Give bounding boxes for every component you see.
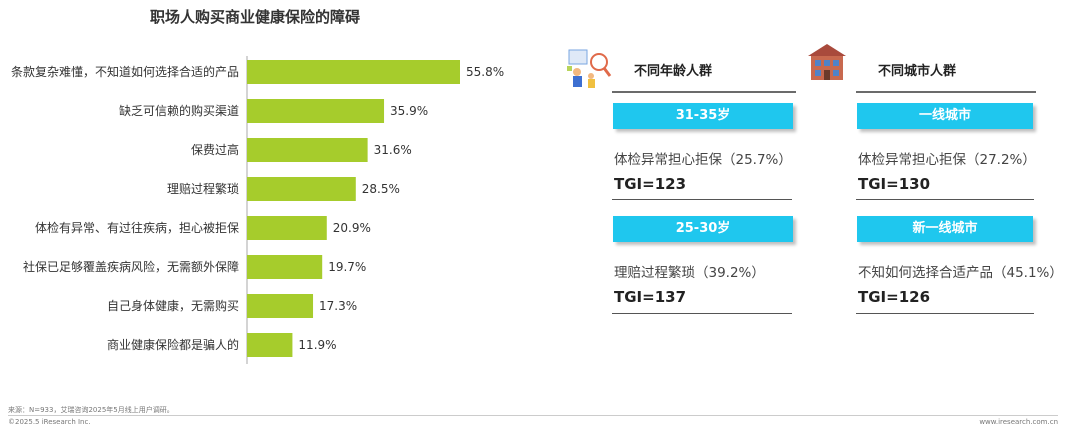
value-label-5: 19.7% <box>328 260 366 274</box>
city-badge-tier1: 一线城市 <box>857 103 1033 129</box>
value-label-2: 31.6% <box>374 143 412 157</box>
bar-1 <box>247 99 385 123</box>
city-tgi-new-tier1: TGI=126 <box>858 288 931 306</box>
category-label-3: 理赔过程繁琐 <box>167 181 239 196</box>
age-badge-25-30: 25-30岁 <box>613 216 793 242</box>
value-label-0: 55.8% <box>466 65 504 79</box>
city-divider-1 <box>856 199 1034 200</box>
city-divider-2 <box>856 313 1034 314</box>
city-heading-underline <box>856 91 1036 93</box>
age-section-heading: 不同年龄人群 <box>634 64 713 79</box>
value-label-1: 35.9% <box>390 104 428 118</box>
city-tgi-tier1: TGI=130 <box>858 175 931 193</box>
category-label-4: 体检有异常、有过往疾病，担心被拒保 <box>35 220 239 235</box>
footer-source: 来源：N=933，艾瑞咨询2025年5月线上用户调研。 <box>8 406 174 414</box>
bar-2 <box>247 138 368 162</box>
age-tgi-25-30: TGI=137 <box>614 288 687 306</box>
age-heading-underline <box>612 91 796 93</box>
age-stat-31-35: 体检异常担心拒保（25.7%） <box>614 152 792 168</box>
category-label-1: 缺乏可信赖的购买渠道 <box>119 103 239 118</box>
value-label-6: 17.3% <box>319 299 357 313</box>
age-badge-31-35: 31-35岁 <box>613 103 793 129</box>
category-label-6: 自己身体健康，无需购买 <box>107 298 239 313</box>
footer-divider <box>8 415 1058 416</box>
value-label-4: 20.9% <box>333 221 371 235</box>
age-divider-2 <box>612 313 792 314</box>
category-label-2: 保费过高 <box>191 142 239 157</box>
bar-chart: 条款复杂难懂，不知道如何选择合适的产品 55.8% 缺乏可信赖的购买渠道 35.9% 保… <box>11 56 504 364</box>
city-stat-tier1: 体检异常担心拒保（27.2%） <box>858 152 1036 168</box>
city-section-heading: 不同城市人群 <box>878 64 957 79</box>
footer-copyright: ©2025.5 iResearch Inc. <box>8 418 91 426</box>
category-label-5: 社保已足够覆盖疾病风险，无需额外保障 <box>23 259 239 274</box>
footer-url: www.iresearch.com.cn <box>979 418 1058 426</box>
bar-3 <box>247 177 356 201</box>
city-stat-new-tier1: 不知如何选择合适产品（45.1%） <box>858 265 1063 281</box>
chart-title: 职场人购买商业健康保险的障碍 <box>150 8 361 26</box>
bar-7 <box>247 333 293 357</box>
category-label-7: 商业健康保险都是骗人的 <box>107 337 239 352</box>
value-label-7: 11.9% <box>298 338 336 352</box>
bar-5 <box>247 255 323 279</box>
building-icon <box>808 44 846 80</box>
age-tgi-31-35: TGI=123 <box>614 175 687 193</box>
value-label-3: 28.5% <box>362 182 400 196</box>
people-research-icon <box>567 49 612 88</box>
age-stat-25-30: 理赔过程繁琐（39.2%） <box>614 265 765 281</box>
bar-4 <box>247 216 327 240</box>
category-label-0: 条款复杂难懂，不知道如何选择合适的产品 <box>11 64 239 79</box>
city-badge-new-tier1: 新一线城市 <box>857 216 1033 242</box>
bar-0 <box>247 60 460 84</box>
bar-6 <box>247 294 314 318</box>
age-divider-1 <box>612 199 792 200</box>
